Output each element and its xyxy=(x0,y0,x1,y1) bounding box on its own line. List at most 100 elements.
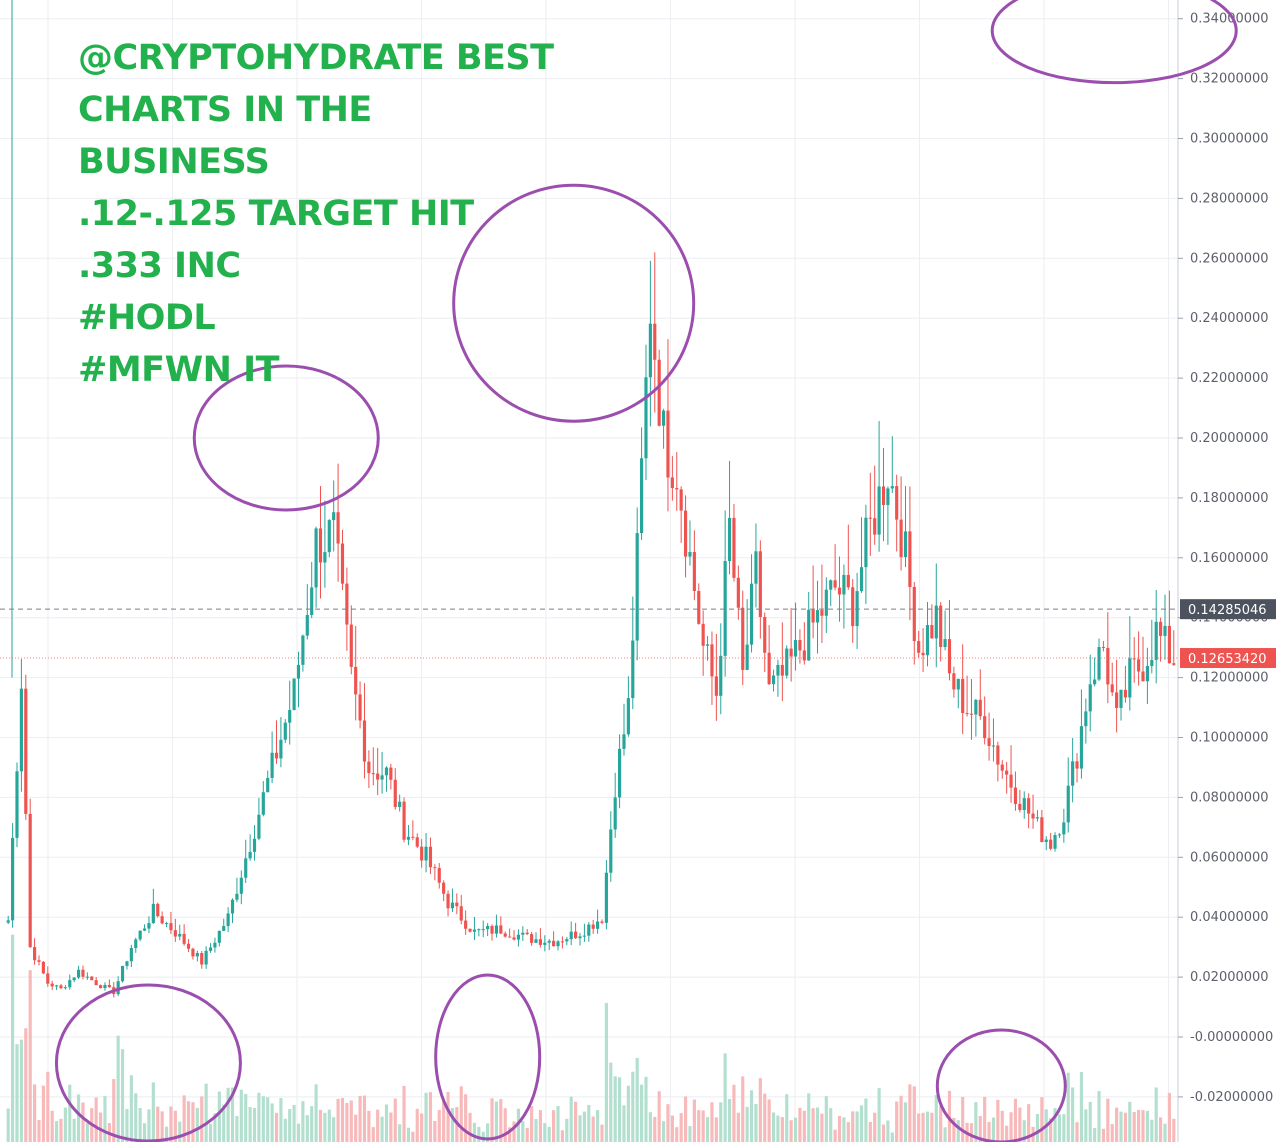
volume-bar xyxy=(565,1118,569,1142)
volume-bar xyxy=(903,1102,908,1142)
volume-bar xyxy=(675,1127,679,1142)
candle-body xyxy=(1009,774,1013,788)
volume-bar xyxy=(688,1126,692,1142)
volume-bar xyxy=(446,1091,450,1142)
volume-bar xyxy=(274,1112,279,1142)
candle-body xyxy=(151,903,155,924)
candle-body xyxy=(688,552,692,557)
candle-body xyxy=(442,882,446,894)
candle-body xyxy=(156,903,160,917)
candle-body xyxy=(244,858,248,878)
candle-body xyxy=(719,655,723,696)
annotation-line-5: .333 INC xyxy=(78,246,241,286)
annotation-line-3: BUSINESS xyxy=(78,142,270,182)
candle-body xyxy=(802,650,806,661)
volume-bar xyxy=(178,1121,182,1142)
volume-bar xyxy=(464,1094,468,1142)
volume-bar xyxy=(877,1088,881,1142)
candle-body xyxy=(543,942,547,945)
candle-body xyxy=(68,980,72,988)
volume-bar xyxy=(587,1104,591,1142)
candle-body xyxy=(842,574,846,595)
volume-bar xyxy=(208,1123,213,1142)
candle-body xyxy=(538,939,543,945)
volume-bar xyxy=(305,1115,309,1142)
candle-body xyxy=(749,583,754,645)
candle-body xyxy=(1044,839,1048,843)
candle-body xyxy=(600,921,604,923)
volume-bar xyxy=(283,1118,287,1142)
volume-bar xyxy=(741,1076,745,1142)
candle-body xyxy=(252,838,257,852)
circle-second-peak xyxy=(452,183,696,423)
volume-bar xyxy=(508,1127,512,1142)
candle-body xyxy=(947,639,952,674)
candle-body xyxy=(54,985,59,987)
volume-bar xyxy=(1137,1109,1141,1142)
candle-body xyxy=(521,932,525,935)
annotation-line-1: @CRYPTOHYDRATE BEST xyxy=(78,38,554,78)
volume-bar xyxy=(68,1084,72,1142)
volume-bar xyxy=(943,1127,947,1142)
candle-body xyxy=(829,580,833,590)
volume-bar xyxy=(851,1111,855,1142)
volume-bar xyxy=(763,1093,767,1142)
volume-bar xyxy=(468,1112,472,1142)
candle-body xyxy=(1132,658,1136,660)
volume-bar xyxy=(1167,1092,1171,1142)
volume-bar xyxy=(477,1126,481,1142)
candle-body xyxy=(226,913,230,927)
candle-body xyxy=(376,773,380,780)
candle-body xyxy=(1084,711,1088,727)
candle-body xyxy=(1137,659,1141,672)
candle-body xyxy=(1057,834,1062,836)
volume-bar xyxy=(270,1103,274,1142)
volume-bar xyxy=(714,1117,718,1142)
candle-body xyxy=(362,720,367,762)
candle-body xyxy=(991,745,996,747)
volume-bar xyxy=(1101,1128,1106,1142)
volume-bar xyxy=(683,1096,688,1142)
volume-bar xyxy=(754,1104,758,1142)
candle-body xyxy=(1022,798,1026,811)
volume-bar xyxy=(1093,1128,1097,1142)
candle-body xyxy=(402,801,406,840)
candle-body xyxy=(1093,679,1097,685)
volume-bar xyxy=(939,1105,943,1142)
candle-body xyxy=(345,583,349,625)
volume-bar xyxy=(639,1084,644,1142)
candle-body xyxy=(705,644,710,646)
volume-bar xyxy=(1163,1123,1167,1142)
candle-body xyxy=(332,512,336,521)
candle-body xyxy=(63,987,67,989)
volume-bar xyxy=(1018,1107,1022,1142)
volume-bar xyxy=(1022,1120,1026,1142)
price-axis[interactable] xyxy=(1178,0,1280,1142)
volume-bar xyxy=(736,1112,740,1142)
tick-label: 0.12000000 xyxy=(1190,671,1269,686)
volume-bar xyxy=(11,934,15,1142)
candle-body xyxy=(912,586,916,642)
candle-body xyxy=(565,939,569,942)
candle-body xyxy=(340,543,345,584)
volume-bar xyxy=(164,1126,169,1142)
candle-body xyxy=(81,969,85,977)
tick-label: -0.02000000 xyxy=(1190,1090,1273,1105)
candle-body xyxy=(107,984,111,988)
candle-body xyxy=(125,961,129,966)
candle-body xyxy=(943,639,947,647)
candle-body xyxy=(486,925,490,930)
volume-bar xyxy=(1079,1072,1084,1142)
candle-body xyxy=(578,936,582,939)
candle-body xyxy=(314,528,318,588)
candle-body xyxy=(420,846,424,861)
candle-body xyxy=(1075,761,1079,769)
candle-body xyxy=(745,644,749,670)
volume-bar xyxy=(490,1098,494,1142)
volume-bar xyxy=(749,1090,754,1142)
candle-body xyxy=(930,625,934,639)
volume-bar xyxy=(881,1124,886,1142)
candle-body xyxy=(622,734,626,749)
candle-body xyxy=(15,771,19,838)
